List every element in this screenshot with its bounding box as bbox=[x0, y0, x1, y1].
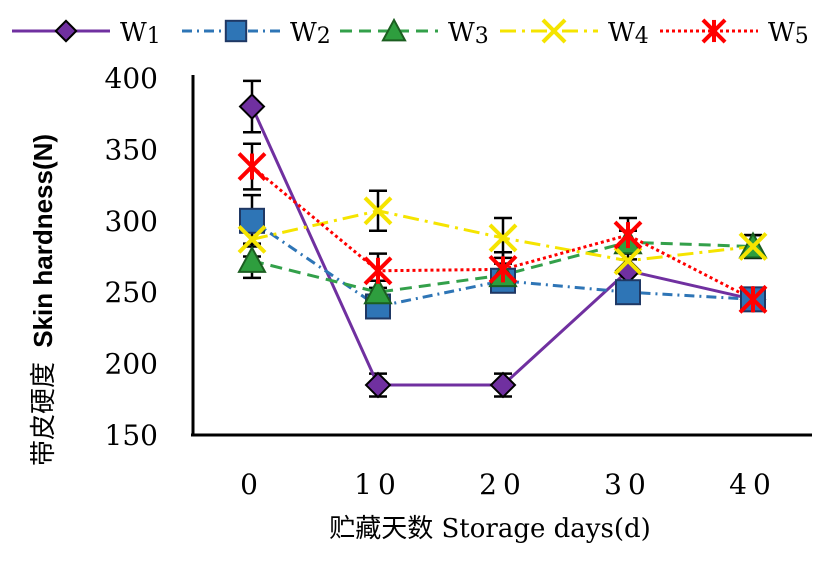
data-point-w4 bbox=[363, 196, 393, 226]
x-tick-label: 10 bbox=[354, 468, 402, 501]
legend-label: W3 bbox=[448, 18, 489, 49]
marker-x-stroke bbox=[237, 224, 267, 254]
marker-star bbox=[237, 152, 267, 181]
y-tick-label: 250 bbox=[105, 276, 158, 309]
marker-x-stroke bbox=[363, 196, 393, 226]
y-axis-label: 带皮硬度 Skin hardness(N) bbox=[28, 134, 59, 466]
legend-item-w4: W4 bbox=[500, 18, 649, 49]
y-tick-labels: 150 200 250 300 350 400 bbox=[105, 62, 158, 452]
legend-label-name: W bbox=[448, 18, 475, 48]
legend-label: W5 bbox=[768, 18, 809, 49]
marker-star bbox=[488, 254, 518, 284]
legend-label-name: W bbox=[768, 18, 795, 48]
data-point-w3 bbox=[237, 245, 267, 273]
marker-square bbox=[615, 279, 641, 306]
marker-diamond bbox=[489, 371, 517, 399]
legend-item-w3: W3 bbox=[340, 17, 489, 49]
data-point-w5 bbox=[363, 256, 393, 286]
y-tick-label: 350 bbox=[105, 133, 158, 166]
legend-label-name: W bbox=[120, 18, 147, 48]
y-axis-label-en: Skin hardness(N) bbox=[28, 134, 58, 348]
y-tick-label: 200 bbox=[105, 348, 158, 381]
x-axis-label: 贮藏天数 Storage days(d) bbox=[329, 514, 651, 544]
y-tick-label: 300 bbox=[105, 205, 158, 238]
data-point-w5 bbox=[488, 254, 518, 284]
legend-label: W2 bbox=[290, 18, 331, 49]
legend-item-w1: W1 bbox=[12, 18, 161, 49]
marker-triangle bbox=[237, 245, 267, 273]
marker-x-stroke bbox=[488, 223, 518, 253]
marker-x bbox=[738, 232, 768, 261]
data-point-w5 bbox=[237, 152, 267, 181]
x-tick-labels: 0 10 20 30 40 bbox=[240, 468, 777, 501]
legend-label-name: W bbox=[608, 18, 635, 48]
legend-label-sub: 4 bbox=[635, 24, 649, 49]
data-point-w4 bbox=[613, 246, 643, 276]
marker-star bbox=[363, 256, 393, 286]
data-point-w5 bbox=[738, 284, 768, 314]
marker-star bbox=[613, 220, 643, 250]
x-tick-label: 30 bbox=[604, 468, 652, 501]
marker-x bbox=[363, 196, 393, 226]
legend-item-w5: W5 bbox=[660, 18, 809, 49]
legend-label-name: W bbox=[290, 18, 317, 48]
series-layer bbox=[237, 79, 768, 399]
legend-label-sub: 5 bbox=[795, 24, 809, 49]
data-point-w4 bbox=[738, 232, 768, 261]
marker-x bbox=[237, 224, 267, 254]
marker-x bbox=[613, 246, 643, 276]
svg-text:带皮硬度 Skin hardness(N): 带皮硬度 Skin hardness(N) bbox=[28, 134, 59, 466]
series-markers bbox=[237, 93, 768, 399]
data-point-w4 bbox=[237, 224, 267, 254]
marker-x-stroke bbox=[738, 232, 768, 261]
data-point-w5 bbox=[613, 220, 643, 250]
y-tick-label: 400 bbox=[105, 62, 158, 95]
data-point-w1 bbox=[489, 371, 517, 399]
data-point-w1 bbox=[364, 371, 392, 399]
y-axis-label-zh: 带皮硬度 bbox=[29, 362, 59, 466]
marker-x-stroke bbox=[541, 18, 567, 44]
y-tick-label: 150 bbox=[105, 419, 158, 452]
marker-triangle bbox=[381, 17, 407, 42]
marker-diamond bbox=[238, 93, 266, 120]
legend-label: W4 bbox=[608, 18, 649, 49]
marker-diamond bbox=[54, 19, 78, 43]
x-tick-label: 0 bbox=[240, 468, 264, 501]
marker-triangle bbox=[363, 277, 393, 305]
legend-label-sub: 2 bbox=[317, 24, 331, 49]
axes bbox=[191, 75, 812, 437]
x-tick-label: 20 bbox=[479, 468, 527, 501]
x-tick-label: 40 bbox=[729, 468, 777, 501]
data-point-w2 bbox=[615, 279, 641, 306]
marker-diamond bbox=[364, 371, 392, 399]
data-point-w1 bbox=[238, 93, 266, 120]
marker-x bbox=[488, 223, 518, 253]
data-point-w3 bbox=[363, 277, 393, 305]
marker-x bbox=[541, 18, 567, 44]
legend-item-w2: W2 bbox=[182, 18, 331, 49]
data-point-w4 bbox=[488, 223, 518, 253]
legend-label-sub: 1 bbox=[147, 24, 161, 49]
legend: W1 W2 W3 W4 W5 bbox=[12, 17, 809, 49]
marker-square bbox=[224, 19, 248, 43]
legend-label-sub: 3 bbox=[475, 24, 489, 49]
legend-label: W1 bbox=[120, 18, 161, 49]
marker-x-stroke bbox=[613, 246, 643, 276]
marker-star bbox=[701, 18, 727, 44]
marker-star bbox=[738, 284, 768, 314]
